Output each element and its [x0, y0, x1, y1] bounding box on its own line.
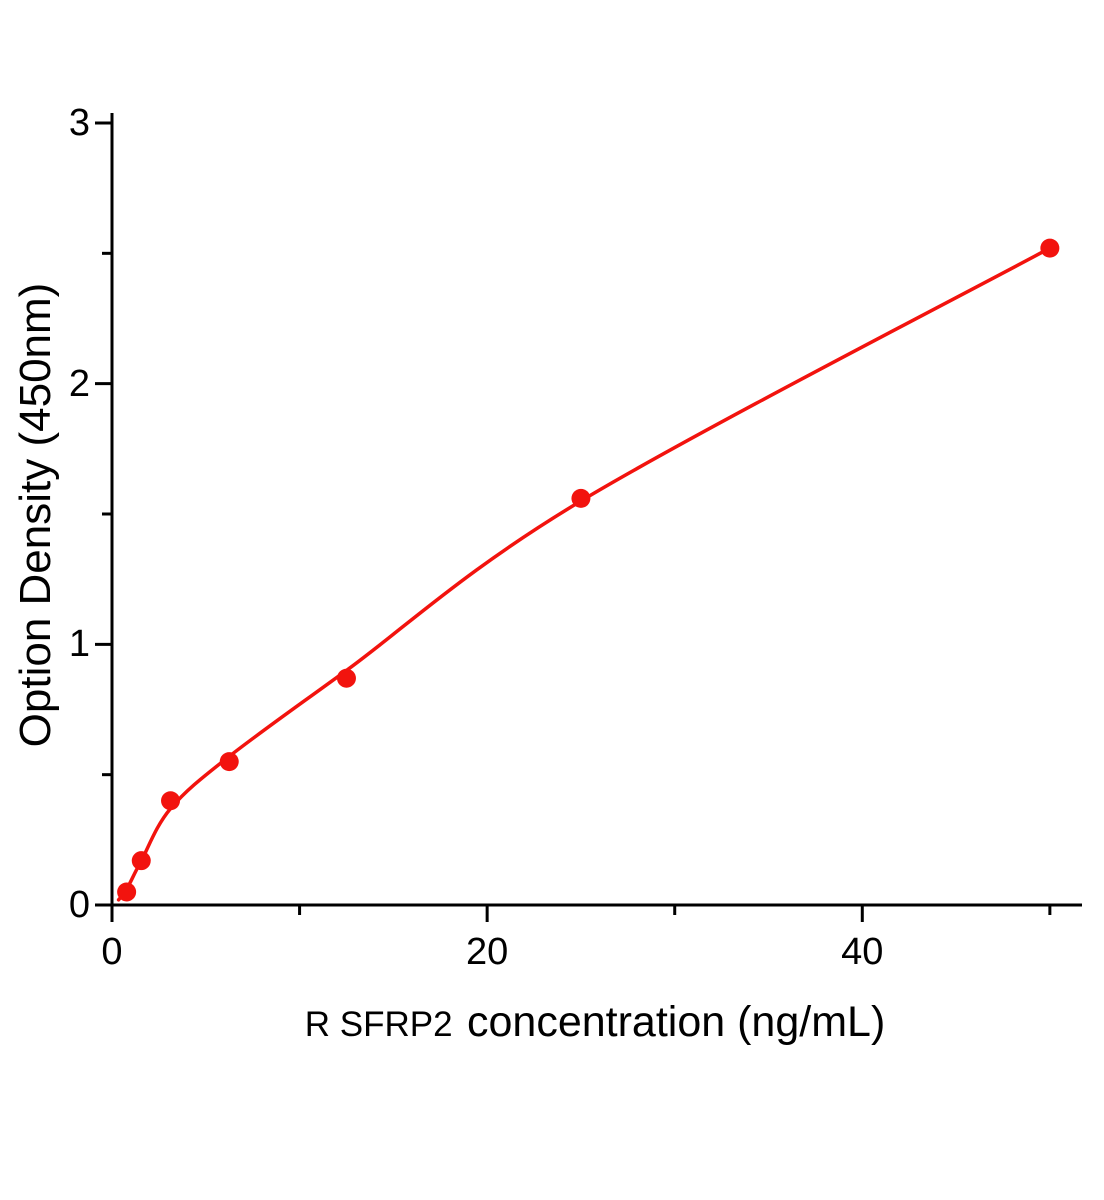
y-tick-label: 3 [68, 102, 90, 144]
data-point [1040, 238, 1060, 258]
x-tick-label: 0 [101, 931, 123, 973]
axes [95, 113, 1082, 922]
data-point [336, 668, 356, 688]
x-tick-label: 40 [841, 931, 884, 973]
data-point [117, 882, 137, 902]
data-points [117, 238, 1060, 902]
data-point [571, 488, 591, 508]
fit-curve [116, 246, 1052, 902]
y-tick-label: 1 [68, 623, 90, 666]
y-axis-title: Option Density (450nm) [11, 282, 60, 748]
x-axis-title-prefix: R SFRP2 [304, 1005, 453, 1044]
data-point [219, 752, 239, 772]
data-point [131, 851, 151, 871]
y-tick-label: 0 [68, 884, 90, 926]
data-point [161, 791, 181, 811]
x-axis-title-rest: concentration (ng/mL) [467, 998, 886, 1046]
x-tick-label: 20 [466, 931, 509, 973]
x-axis-title: R SFRP2 concentration (ng/mL) [305, 998, 886, 1047]
y-tick-label: 2 [68, 362, 90, 405]
